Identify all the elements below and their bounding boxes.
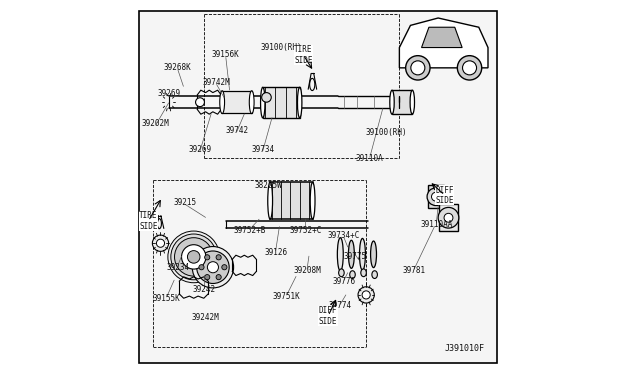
Text: 39742M: 39742M [203,78,230,87]
Text: 39781: 39781 [403,266,426,275]
Text: 39202M: 39202M [142,119,170,128]
Circle shape [222,264,227,270]
Text: 39268K: 39268K [164,63,192,72]
Text: 39110AA: 39110AA [420,220,452,229]
Circle shape [362,291,370,299]
Text: 39734+C: 39734+C [328,231,360,240]
Circle shape [156,239,164,247]
Circle shape [427,188,445,206]
Ellipse shape [298,87,302,118]
Text: 39752+B: 39752+B [234,226,266,235]
Text: 39752+C: 39752+C [289,226,321,235]
Text: 39242: 39242 [192,285,215,294]
Circle shape [216,275,221,280]
Ellipse shape [268,182,273,219]
Ellipse shape [390,90,394,114]
Text: 39742: 39742 [225,126,248,135]
Text: DIFF
SIDE: DIFF SIDE [436,186,454,205]
Circle shape [205,255,210,260]
Text: 39155K: 39155K [153,294,180,303]
Text: TIRE
SIDE: TIRE SIDE [294,45,312,65]
Ellipse shape [337,238,343,271]
Text: 39234: 39234 [166,263,189,272]
Text: 39774: 39774 [329,301,352,311]
Text: DIFF
SIDE: DIFF SIDE [319,306,337,326]
Text: J391010F: J391010F [444,344,484,353]
Ellipse shape [348,240,355,268]
Circle shape [188,251,200,263]
Ellipse shape [371,241,376,267]
Text: 39269: 39269 [188,145,212,154]
Ellipse shape [360,238,365,270]
Text: 39208M: 39208M [293,266,321,275]
Circle shape [411,61,425,75]
Text: 39242M: 39242M [191,312,220,321]
Circle shape [431,192,440,201]
Bar [428,185,444,208]
Circle shape [358,287,374,303]
Polygon shape [399,18,488,68]
Circle shape [168,231,220,283]
Ellipse shape [372,271,378,279]
Circle shape [438,208,459,228]
Bar [439,205,458,231]
Text: 39215: 39215 [173,198,196,207]
Text: 39776: 39776 [332,278,356,286]
Text: 39156K: 39156K [212,51,240,60]
Circle shape [152,235,168,251]
Text: 39775: 39775 [344,251,367,261]
Ellipse shape [349,271,355,279]
Circle shape [175,238,213,276]
Circle shape [207,262,218,273]
Polygon shape [422,27,462,48]
Circle shape [463,61,477,75]
Text: 39269: 39269 [157,89,180,98]
Bar [270,182,312,219]
Text: 39100(RH): 39100(RH) [365,128,407,137]
Ellipse shape [361,269,366,277]
Text: 38225W: 38225W [255,182,282,190]
Circle shape [262,93,271,102]
Ellipse shape [250,91,254,113]
Ellipse shape [260,87,265,118]
Ellipse shape [339,269,344,277]
Text: 39734: 39734 [252,145,275,154]
Circle shape [171,234,216,280]
Circle shape [216,255,221,260]
Text: 39100(RH): 39100(RH) [260,43,302,52]
Ellipse shape [410,90,415,114]
Text: 39126: 39126 [264,248,287,257]
Text: 39110A: 39110A [356,154,384,163]
Circle shape [196,98,204,107]
Text: 39751K: 39751K [273,292,301,301]
Circle shape [406,56,430,80]
Circle shape [196,251,229,283]
Bar [263,87,300,118]
Circle shape [192,247,234,288]
Circle shape [199,264,204,270]
Ellipse shape [310,182,315,219]
Circle shape [444,213,453,222]
Text: TIRE
SIDE: TIRE SIDE [139,211,157,231]
Bar [392,90,412,114]
Circle shape [205,275,210,280]
Circle shape [458,56,482,80]
Ellipse shape [220,91,225,113]
Circle shape [182,245,206,269]
Bar [222,91,252,113]
